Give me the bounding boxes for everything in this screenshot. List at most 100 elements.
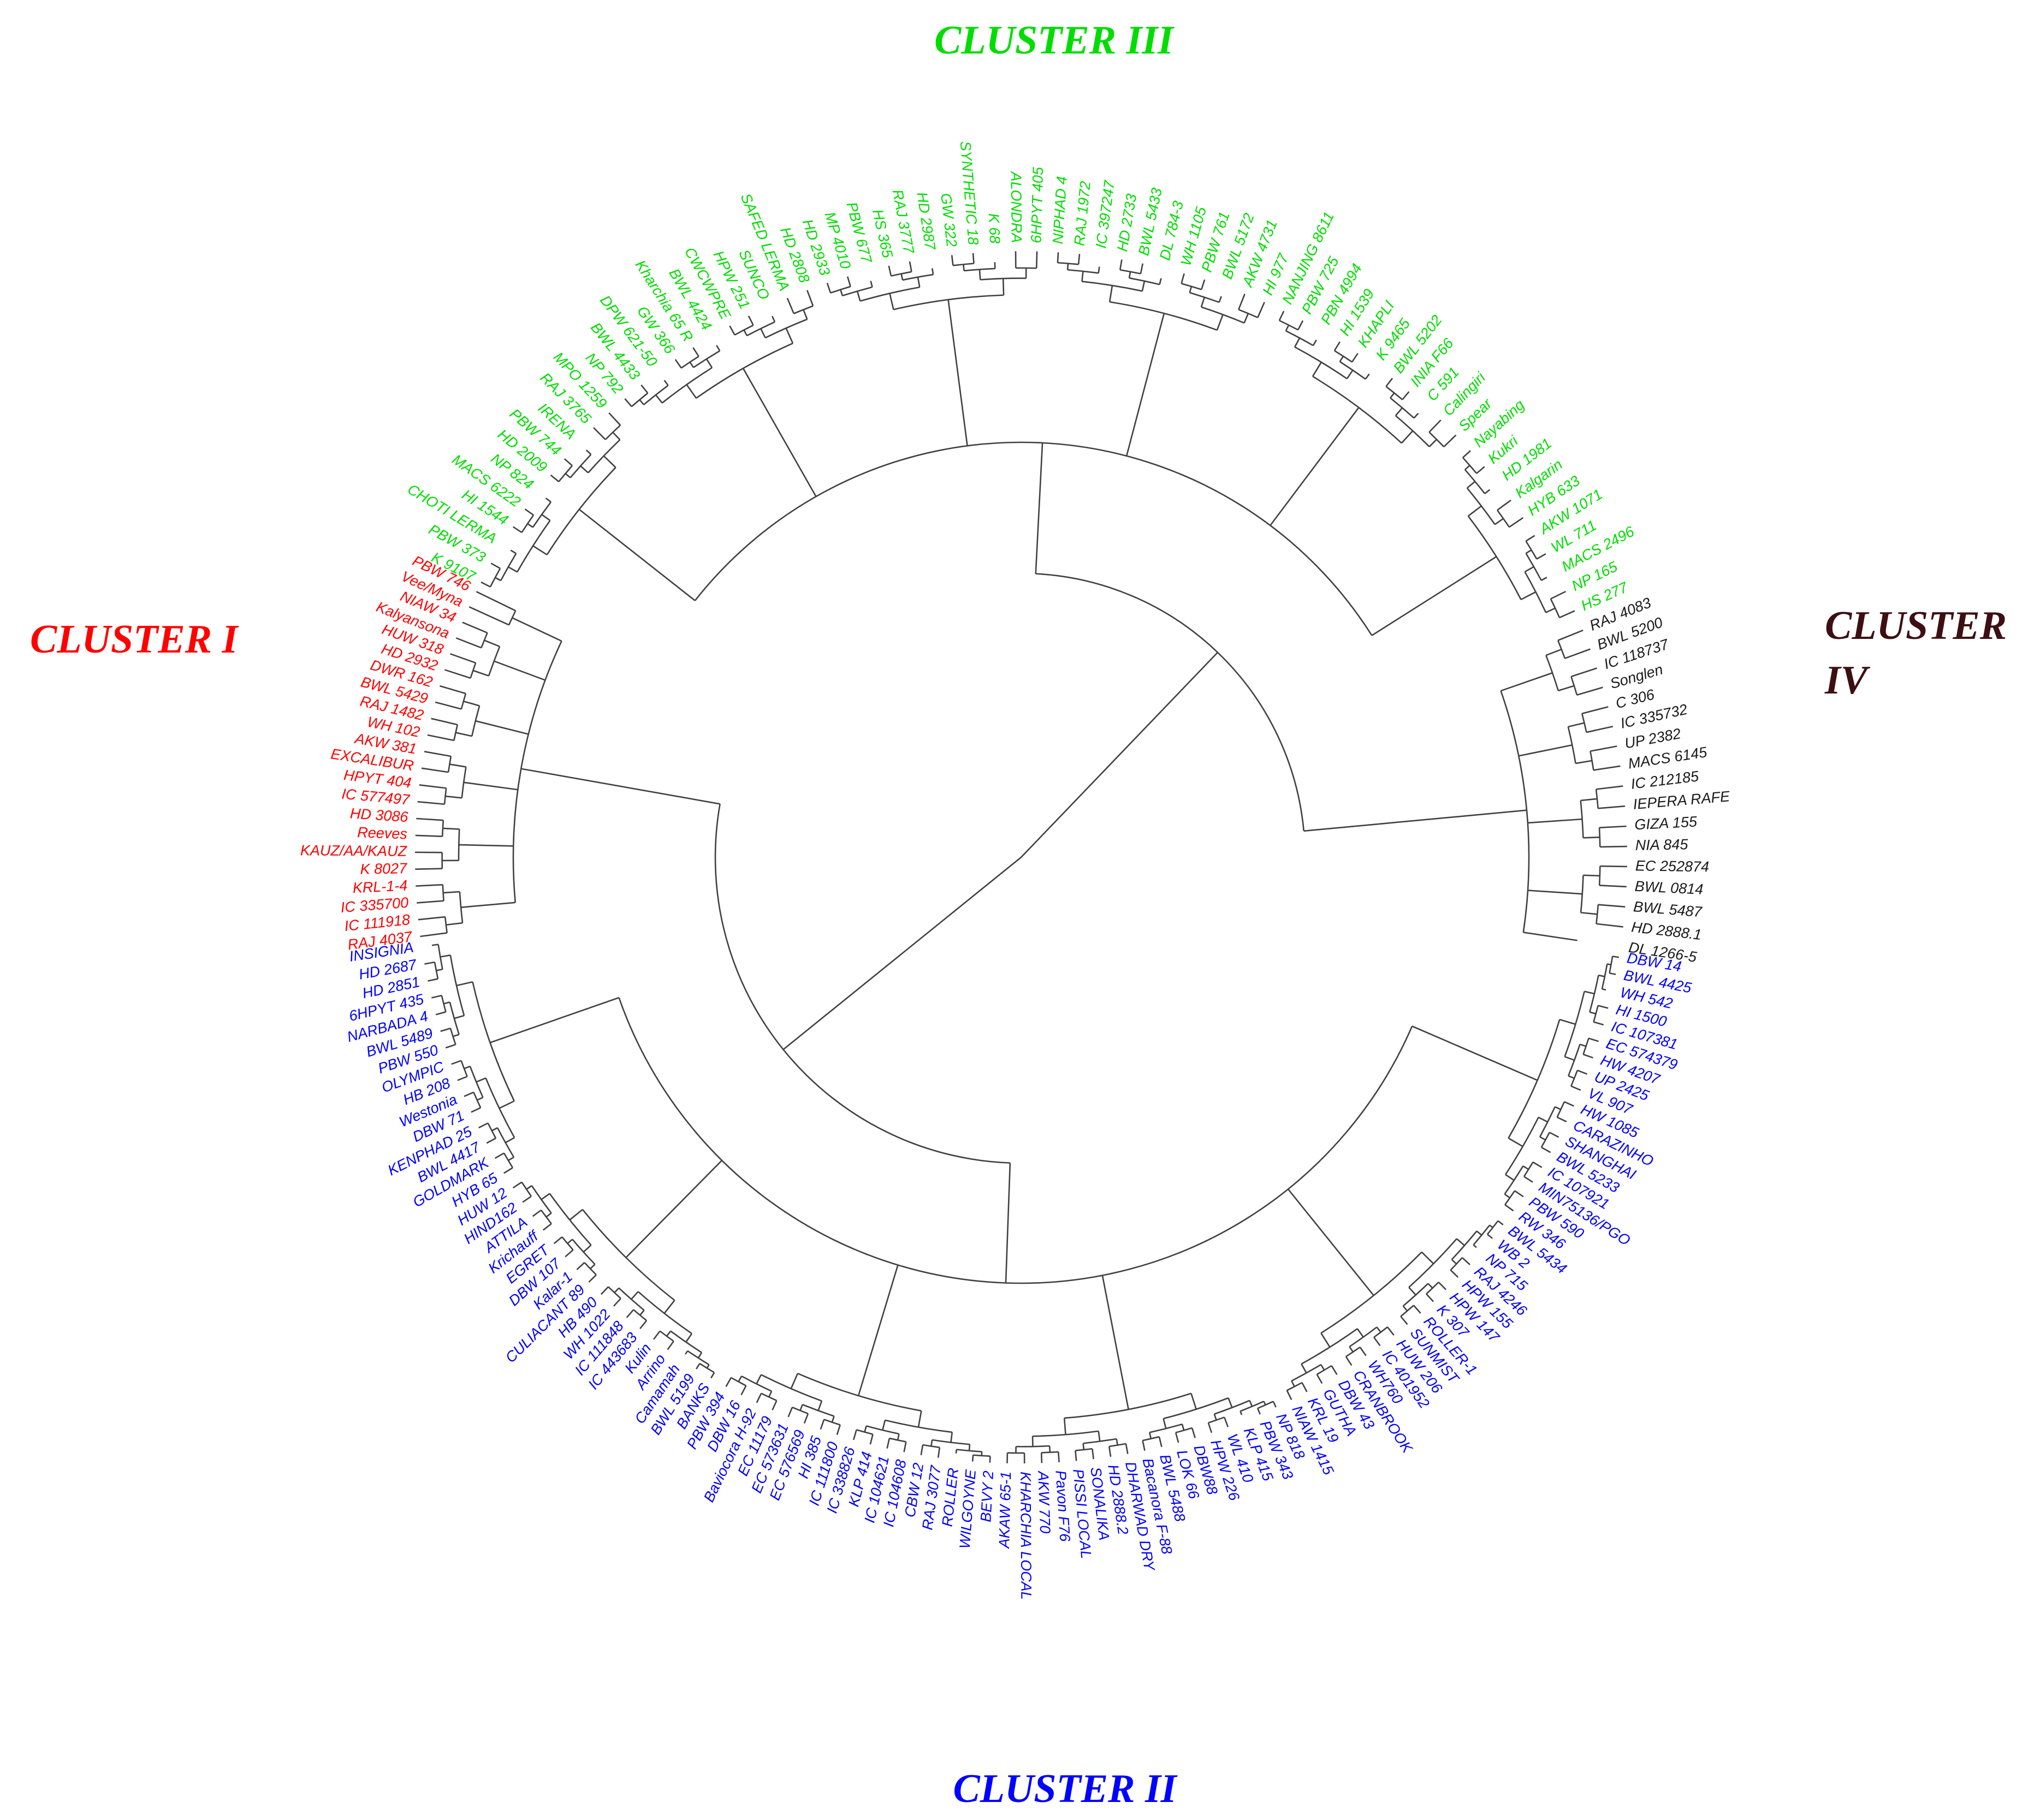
branch-radial — [1489, 1224, 1493, 1229]
leaf-branch — [1428, 419, 1442, 433]
branch-radial — [963, 264, 965, 271]
leaf-branch — [424, 751, 452, 757]
branch-radial — [697, 1352, 703, 1359]
branch-radial — [666, 1330, 672, 1337]
branch-radial — [930, 1439, 933, 1446]
branch-radial — [1227, 1397, 1233, 1408]
branch-arc — [1473, 1224, 1491, 1246]
branch-radial — [917, 1410, 922, 1427]
leaf-branch — [435, 701, 462, 710]
leaf-label: KHARCHIA LOCAL — [1017, 1472, 1034, 1600]
branch-arc — [443, 788, 447, 804]
branch-radial — [454, 1015, 465, 1019]
leaf-branch — [471, 1107, 481, 1113]
branch-arc — [1373, 1326, 1388, 1338]
branch-radial — [1301, 1363, 1307, 1373]
branch-radial — [1159, 278, 1162, 285]
branch-radial — [1451, 1259, 1457, 1265]
leaf-branch — [1108, 1446, 1112, 1457]
branch-arc — [521, 514, 535, 533]
branch-radial — [1270, 407, 1360, 526]
branch-arc — [1451, 1230, 1478, 1260]
leaf-branch — [564, 458, 573, 466]
leaf-branch — [1413, 1305, 1421, 1314]
leaf-branch — [674, 359, 682, 369]
leaf-branch — [1438, 1282, 1446, 1290]
branch-radial — [1048, 1445, 1051, 1453]
leaf-branch — [639, 1320, 648, 1330]
leaf-branch — [1598, 1005, 1609, 1009]
leaf-label: HD 3086 — [349, 805, 409, 825]
branch-radial — [1464, 465, 1470, 471]
branch-arc — [1129, 277, 1160, 286]
leaf-branch — [695, 1363, 701, 1370]
branch-radial — [917, 277, 921, 288]
branch-radial — [464, 781, 518, 791]
leaf-label: BWL 0814 — [1634, 878, 1704, 898]
leaf-branch — [888, 265, 892, 276]
leaf-label: K 8027 — [360, 860, 407, 878]
branch-arc — [1464, 469, 1486, 494]
leaf-branch — [469, 606, 509, 626]
leaf-branch — [1158, 1436, 1163, 1448]
branch-radial — [639, 399, 644, 405]
leaf-branch — [971, 1455, 974, 1462]
branch-arc — [532, 501, 551, 528]
branch-arc — [608, 1286, 621, 1299]
branch-arc — [956, 1449, 982, 1453]
branch-radial — [1098, 266, 1100, 274]
leaf-label: IC 212185 — [1630, 768, 1700, 792]
branch-radial — [1413, 413, 1419, 419]
leaf-branch — [1224, 1416, 1229, 1427]
branch-radial — [1583, 874, 1600, 877]
branch-radial — [1580, 798, 1598, 802]
leaf-branch — [542, 1223, 552, 1231]
leaf-branch — [600, 1286, 609, 1295]
leaf-branch — [416, 884, 443, 887]
leaf-branch — [1278, 311, 1285, 321]
branch-arc — [734, 324, 754, 336]
leaf-branch — [1523, 1176, 1533, 1183]
cluster-stem — [1303, 809, 1527, 832]
branch-arc — [588, 439, 621, 473]
branch-arc — [1385, 386, 1403, 400]
branch-arc — [503, 1153, 514, 1169]
branch-arc — [699, 1363, 715, 1373]
leaf-branch — [417, 801, 445, 805]
branch-radial — [742, 367, 817, 497]
leaf-branch — [444, 669, 471, 679]
leaf-branch — [1058, 1451, 1060, 1462]
leaf-branch — [1207, 1422, 1213, 1433]
leaf-branch — [1035, 251, 1038, 269]
dendrogram-branches — [415, 251, 1627, 1463]
branch-arc — [460, 1060, 468, 1077]
branch-radial — [1349, 1346, 1354, 1353]
branch-radial — [499, 1100, 515, 1109]
leaf-branch — [532, 1210, 542, 1217]
branch-radial — [716, 345, 721, 352]
cluster-stem — [521, 768, 720, 805]
branch-radial — [1081, 271, 1084, 282]
branch-radial — [1580, 911, 1598, 915]
branch-radial — [760, 328, 766, 339]
branch-radial — [567, 1238, 573, 1244]
branch-radial — [494, 660, 545, 681]
leaf-branch — [439, 685, 466, 695]
leaf-branch — [1593, 1021, 1604, 1026]
branch-arc — [1201, 306, 1245, 324]
leaf-branch — [1461, 1257, 1470, 1265]
branch-arc — [444, 916, 448, 933]
leaf-branch — [1345, 1356, 1353, 1366]
leaf-label: EC 252874 — [1635, 857, 1710, 875]
branch-arc — [1240, 1401, 1265, 1412]
leaf-label: KAUZ/AA/KAUZ — [300, 842, 408, 859]
branch-radial — [1346, 370, 1354, 380]
branch-arc — [693, 350, 720, 368]
leaf-label: Reeves — [357, 824, 408, 842]
branch-radial — [460, 902, 515, 908]
leaf-branch — [1286, 1390, 1292, 1400]
leaf-branch — [1588, 1038, 1599, 1042]
branch-radial — [491, 1127, 498, 1131]
leaf-branch — [416, 817, 443, 821]
